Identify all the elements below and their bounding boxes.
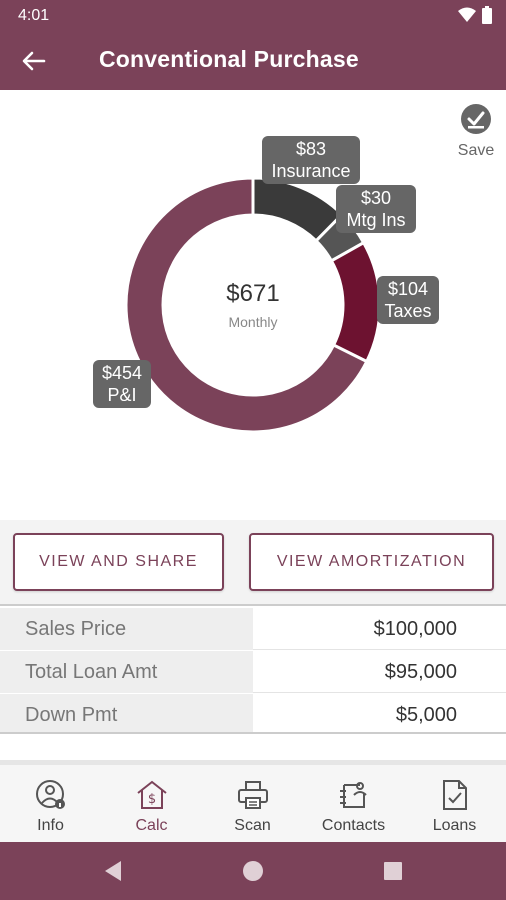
nav-scan-label: Scan [234, 817, 271, 834]
pi-amount: $454 [101, 363, 143, 383]
insurance-amount: $83 [295, 139, 327, 159]
back-triangle-icon[interactable] [101, 859, 125, 883]
view-amortization-button[interactable]: VIEW AMORTIZATION [249, 533, 494, 591]
total-loan-value: $95,000 [384, 661, 457, 683]
house-dollar-icon: $ [136, 780, 167, 809]
monthly-label: Monthly [228, 314, 278, 330]
sales-price-value: $100,000 [373, 618, 457, 640]
nav-loans-label: Loans [432, 817, 477, 834]
nav-calc[interactable]: $ Calc [101, 765, 202, 842]
taxes-amount: $104 [387, 279, 429, 299]
home-circle-icon[interactable] [241, 859, 265, 883]
down-pmt-label: Down Pmt [0, 694, 253, 736]
sales-price-label: Sales Price [0, 608, 253, 650]
taxes-label: Taxes [384, 301, 432, 321]
nav-info-label: Info [37, 817, 64, 834]
nav-contacts-label: Contacts [321, 817, 386, 834]
insurance-label: Insurance [271, 161, 351, 181]
save-button[interactable]: Save [452, 103, 500, 163]
view-and-share-button[interactable]: VIEW AND SHARE [13, 533, 224, 591]
spacer [0, 734, 506, 760]
table-row: Sales Price $100,000 [0, 608, 506, 650]
printer-icon [237, 781, 268, 809]
table-row: Total Loan Amt $95,000 [0, 651, 506, 693]
svg-text:$: $ [147, 792, 155, 807]
document-check-icon [442, 780, 467, 810]
mtg-ins-data-label: $30 Mtg Ins [336, 185, 416, 233]
system-nav-bar [0, 842, 506, 900]
status-icons [458, 6, 492, 24]
monthly-total: $671 [226, 280, 280, 307]
insurance-data-label: $83 Insurance [262, 136, 360, 184]
nav-info[interactable]: Info [0, 765, 101, 842]
total-loan-label: Total Loan Amt [0, 651, 253, 693]
bottom-nav: Info $ Calc Scan Contacts Loans [0, 765, 506, 842]
nav-calc-label: Calc [135, 817, 168, 834]
taxes-data-label: $104 Taxes [377, 276, 439, 324]
mtg-ins-amount: $30 [360, 188, 392, 208]
divider [0, 760, 506, 765]
pi-data-label: $454 P&I [93, 360, 151, 408]
user-info-icon [35, 780, 65, 809]
nav-loans[interactable]: Loans [404, 765, 505, 842]
donut-slice-taxes [329, 240, 382, 364]
status-bar: 4:01 [0, 0, 506, 32]
wifi-icon [458, 7, 476, 22]
contacts-icon [339, 782, 367, 808]
status-time: 4:01 [18, 7, 50, 24]
nav-scan[interactable]: Scan [202, 765, 303, 842]
pi-label: P&I [107, 385, 137, 405]
divider [0, 732, 506, 734]
table-row: Down Pmt $5,000 [0, 694, 506, 736]
nav-contacts[interactable]: Contacts [303, 765, 404, 842]
recents-square-icon[interactable] [381, 859, 405, 883]
save-label: Save [457, 142, 495, 159]
back-button[interactable] [14, 42, 54, 80]
mtg-ins-label: Mtg Ins [346, 210, 406, 230]
battery-icon [482, 6, 492, 24]
page-title: Conventional Purchase [99, 46, 359, 72]
loan-summary-table: Sales Price $100,000 Total Loan Amt $95,… [0, 604, 506, 736]
app-bar: Conventional Purchase [0, 32, 506, 90]
donut-slice-pi [124, 176, 369, 434]
down-pmt-value: $5,000 [395, 704, 457, 726]
check-circle-icon [461, 104, 491, 134]
arrow-left-icon [22, 51, 46, 71]
